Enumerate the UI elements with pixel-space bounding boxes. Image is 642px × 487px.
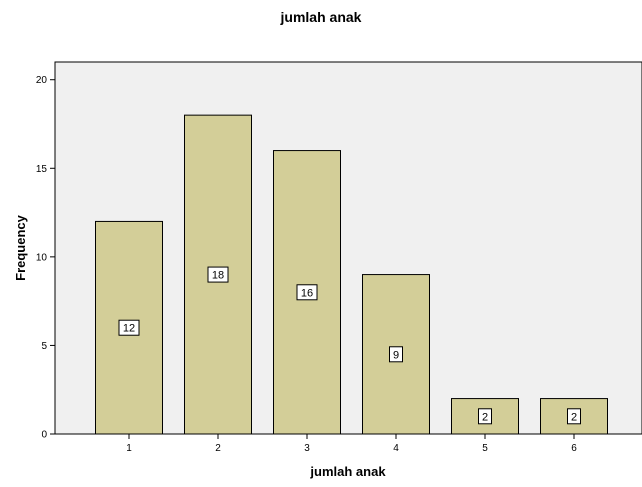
- data-label-box-4: [389, 346, 403, 363]
- y-tick-label-20: 20: [36, 75, 48, 86]
- x-tick-label-1: 1: [126, 443, 132, 454]
- data-label-3: 16: [301, 287, 313, 299]
- data-label-box-3: [296, 284, 318, 301]
- data-label-box-2: [207, 266, 229, 283]
- y-tick-label-15: 15: [36, 164, 48, 175]
- data-label-box-6: [567, 408, 581, 425]
- x-axis-ticks: 1 2 3 4 5 6: [126, 434, 577, 454]
- bars-layer: 12 18 16 9 2 2: [95, 114, 608, 435]
- y-axis-ticks: 0 5 10 15 20: [36, 75, 55, 441]
- x-tick-label-4: 4: [393, 443, 399, 454]
- y-tick-label-10: 10: [36, 252, 48, 263]
- y-tick-label-5: 5: [41, 341, 47, 352]
- data-label-5: 2: [482, 411, 488, 423]
- data-label-box-1: [118, 319, 140, 336]
- data-label-1: 12: [123, 323, 135, 335]
- y-axis-title: Frequency: [13, 214, 28, 281]
- x-tick-label-3: 3: [304, 443, 310, 454]
- x-tick-label-5: 5: [482, 443, 488, 454]
- data-label-box-5: [478, 408, 492, 425]
- y-tick-label-0: 0: [41, 430, 47, 441]
- x-axis-title: jumlah anak: [309, 464, 386, 479]
- x-tick-label-6: 6: [571, 443, 577, 454]
- chart-title: jumlah anak: [280, 9, 362, 25]
- data-label-2: 18: [212, 270, 224, 282]
- data-label-4: 9: [393, 349, 399, 361]
- data-label-6: 2: [571, 411, 577, 423]
- x-tick-label-2: 2: [215, 443, 221, 454]
